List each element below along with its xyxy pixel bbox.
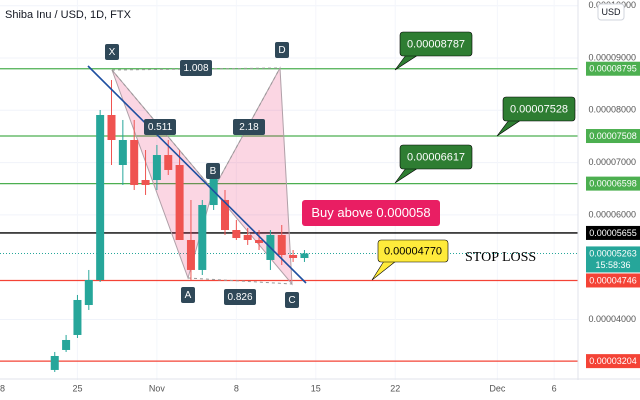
- callout-box: [399, 31, 473, 57]
- pattern-ratio-badge: [224, 289, 256, 305]
- pattern-point: X: [109, 47, 116, 58]
- level-label: 0.00008795: [589, 64, 637, 74]
- y-tick-label: 0.00009000: [588, 52, 636, 62]
- pattern-dashed: [212, 67, 281, 191]
- level-badge: [586, 225, 640, 240]
- candle-body: [96, 115, 105, 281]
- level-label: 0.00007508: [589, 131, 637, 141]
- callout-text: 0.00006617: [407, 151, 465, 163]
- x-tick-label: 25: [72, 383, 82, 393]
- candle-body: [232, 230, 241, 239]
- callout-box: [377, 239, 449, 263]
- pattern-point-badge: [206, 163, 220, 179]
- pattern-ratio: 2.18: [239, 122, 259, 133]
- level-badge: [586, 129, 640, 144]
- candle-body: [164, 155, 173, 170]
- callout-box: [502, 96, 576, 122]
- pattern-ratio-badge: [233, 119, 265, 135]
- candle-body: [141, 180, 150, 185]
- pattern-ratio: 0.511: [148, 122, 173, 133]
- candle-body: [289, 255, 298, 258]
- level-label: 0.00005655: [589, 228, 637, 238]
- x-tick-label: 15: [311, 383, 321, 393]
- pattern-point: D: [278, 45, 285, 56]
- pattern-labels: X A B C D 1.008 0.511 2.18 0.826: [105, 42, 299, 308]
- y-tick-label: 0.00004000: [588, 314, 636, 324]
- pattern-ratio-badge: [144, 119, 176, 135]
- x-tick-label: Dec: [489, 383, 506, 393]
- level-label: 0.00004746: [589, 275, 637, 285]
- y-tick-label: 0.00008000: [588, 105, 636, 115]
- candle-body: [152, 155, 161, 181]
- callout-text: STOP LOSS: [465, 250, 536, 265]
- last-price-badge: [586, 246, 640, 273]
- currency-button[interactable]: [597, 3, 625, 21]
- x-tick-label: Nov: [149, 383, 166, 393]
- chart-title: Shiba Inu / USD, 1D, FTX: [5, 9, 132, 21]
- pattern-ratio-badge: [180, 60, 212, 76]
- x-tick-label: 8: [234, 383, 239, 393]
- grid: [0, 0, 578, 380]
- candle-body: [243, 234, 252, 240]
- candle-body: [277, 234, 286, 256]
- pattern-ratio: 1.008: [183, 63, 208, 74]
- trend-line: [87, 65, 307, 284]
- callout-box: [302, 200, 440, 226]
- callouts: 0.00008787 0.00007528 0.00006617 Buy above …: [302, 31, 576, 281]
- pattern-point: C: [288, 295, 295, 306]
- candle-body: [300, 253, 309, 258]
- x-tick-label: 22: [390, 383, 400, 393]
- candles: [50, 80, 309, 372]
- level-badge: [586, 273, 640, 288]
- y-tick-label: 0.00006000: [588, 209, 636, 219]
- candle-body: [175, 165, 184, 240]
- x-tick-label: 6: [552, 383, 557, 393]
- level-badge: [586, 61, 640, 76]
- candle-body: [186, 239, 195, 270]
- candle-body: [118, 140, 127, 166]
- pattern-point: A: [185, 290, 192, 301]
- pattern-point-badge: [105, 44, 119, 60]
- callout-text: Buy above 0.000058: [311, 205, 430, 220]
- callout-text: 0.00007528: [510, 103, 568, 115]
- candle-body: [50, 355, 59, 370]
- candle-body: [221, 199, 229, 231]
- candle-body: [62, 339, 71, 350]
- last-price-label: 0.00005263: [589, 248, 637, 258]
- callout-box: [399, 144, 473, 170]
- candle-body: [84, 280, 93, 306]
- candle-body: [255, 239, 264, 243]
- y-tick-label: 0.00007000: [588, 157, 636, 167]
- pattern-point-badge: [285, 292, 299, 308]
- pattern-point-badge: [275, 42, 289, 58]
- x-tick-label: 8: [0, 383, 5, 393]
- candle-body: [130, 140, 139, 185]
- pattern-ratio: 0.826: [227, 292, 252, 303]
- level-label: 0.00003204: [589, 356, 637, 366]
- callout-text: 0.00008787: [407, 38, 465, 50]
- pattern-point-badge: [181, 287, 195, 303]
- level-badge: [586, 176, 640, 191]
- pattern-dashed: [187, 277, 293, 285]
- pattern-point: B: [210, 166, 217, 177]
- level-label: 0.00006598: [589, 178, 637, 188]
- countdown: 15:58:36: [595, 260, 630, 270]
- candle-body: [107, 115, 116, 141]
- level-badge: [586, 354, 640, 369]
- candle-body: [73, 299, 82, 335]
- currency-button-label[interactable]: USD: [601, 7, 621, 17]
- candle-body: [198, 205, 207, 270]
- callout-text: 0.00004770: [384, 245, 442, 257]
